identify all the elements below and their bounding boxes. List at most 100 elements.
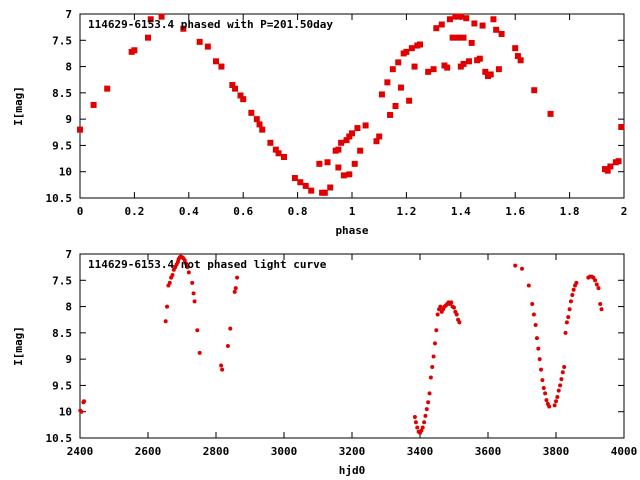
data-point xyxy=(430,365,435,370)
data-point xyxy=(559,377,564,382)
data-point xyxy=(427,391,432,396)
data-point xyxy=(387,111,394,118)
data-point xyxy=(335,146,342,153)
data-point xyxy=(338,139,345,146)
data-point xyxy=(423,413,428,418)
y-tick-label: 7 xyxy=(65,8,72,21)
data-point xyxy=(476,55,483,62)
plot-frame xyxy=(79,253,625,439)
data-point xyxy=(543,391,548,396)
data-point xyxy=(302,182,309,189)
data-point xyxy=(615,158,622,165)
data-point xyxy=(90,101,97,108)
data-point xyxy=(568,299,573,304)
data-point xyxy=(604,167,611,174)
data-point xyxy=(248,109,255,116)
data-point xyxy=(455,34,462,41)
data-point xyxy=(554,399,558,404)
data-point xyxy=(419,428,424,433)
data-point xyxy=(435,312,440,317)
data-point xyxy=(412,414,417,419)
data-point xyxy=(463,15,470,22)
data-point xyxy=(316,160,323,167)
data-point xyxy=(321,189,328,196)
data-point xyxy=(225,344,230,348)
data-point xyxy=(195,328,200,333)
x-tick-label: 0 xyxy=(77,205,84,218)
data-point xyxy=(378,91,385,98)
data-point xyxy=(547,110,554,117)
data-point xyxy=(228,326,233,331)
data-point xyxy=(618,124,625,131)
data-point xyxy=(490,16,497,23)
data-point xyxy=(512,45,519,52)
data-point xyxy=(297,179,304,186)
data-point xyxy=(531,312,536,317)
data-point xyxy=(415,425,420,430)
data-point xyxy=(82,399,87,404)
data-point xyxy=(267,139,274,146)
data-point xyxy=(465,58,472,65)
data-point xyxy=(460,60,467,67)
data-point xyxy=(493,26,500,33)
data-point xyxy=(376,133,383,140)
x-tick-label: 3800 xyxy=(543,445,570,458)
data-point xyxy=(327,184,334,191)
data-point xyxy=(544,398,549,403)
x-tick-label: 0.2 xyxy=(124,205,144,218)
data-point xyxy=(434,328,439,333)
data-point xyxy=(540,378,545,383)
data-point xyxy=(291,175,298,182)
data-point xyxy=(346,133,353,140)
data-point xyxy=(417,41,423,48)
data-point xyxy=(275,150,282,157)
data-point xyxy=(558,383,563,388)
data-point xyxy=(351,160,358,167)
data-point xyxy=(104,85,111,92)
data-point xyxy=(563,330,568,335)
data-point xyxy=(593,278,598,283)
y-tick-label: 7 xyxy=(65,248,72,261)
data-point xyxy=(560,370,565,375)
data-point xyxy=(362,122,369,129)
data-point xyxy=(349,130,355,137)
data-point xyxy=(594,282,599,287)
data-point xyxy=(232,85,239,92)
data-point xyxy=(430,66,437,73)
data-point xyxy=(232,289,237,294)
x-tick-label: 1.2 xyxy=(396,205,416,218)
data-point xyxy=(167,280,172,285)
x-tick-label: 1.4 xyxy=(451,205,471,218)
data-point xyxy=(446,16,453,23)
data-point xyxy=(335,164,342,171)
y-tick-label: 10 xyxy=(59,166,72,179)
data-point xyxy=(530,301,535,306)
data-point xyxy=(218,63,225,70)
data-point xyxy=(424,407,429,412)
y-tick-label: 7.5 xyxy=(52,34,72,47)
data-point xyxy=(471,20,478,27)
data-point xyxy=(539,367,544,372)
data-point xyxy=(498,30,505,37)
data-point xyxy=(556,388,561,393)
data-point xyxy=(163,319,168,324)
phased-light-curve-panel: 0 0.2 0.4 0.6 0.8 1 1.2 1.4 1.6 1.8 2 7 7.5 8 8.5 9 9.5 1… xyxy=(12,8,627,237)
data-point xyxy=(373,138,380,145)
data-point xyxy=(196,38,203,45)
x-tick-label: 0.8 xyxy=(288,205,308,218)
y-tick-label: 10 xyxy=(59,406,72,419)
x-tick-label: 3000 xyxy=(271,445,298,458)
x-tick-label: 1.8 xyxy=(560,205,580,218)
data-point xyxy=(514,53,521,60)
data-point xyxy=(607,163,614,170)
x-tick-label: 3400 xyxy=(407,445,434,458)
data-point xyxy=(495,66,502,73)
data-point xyxy=(219,363,224,368)
data-point xyxy=(233,286,238,291)
chart-title: 114629-6153.4 phased with P=201.50day xyxy=(88,18,333,31)
data-point xyxy=(425,68,432,75)
data-point xyxy=(131,47,138,54)
data-point xyxy=(482,68,489,75)
data-point xyxy=(343,137,350,144)
data-point xyxy=(541,386,546,391)
